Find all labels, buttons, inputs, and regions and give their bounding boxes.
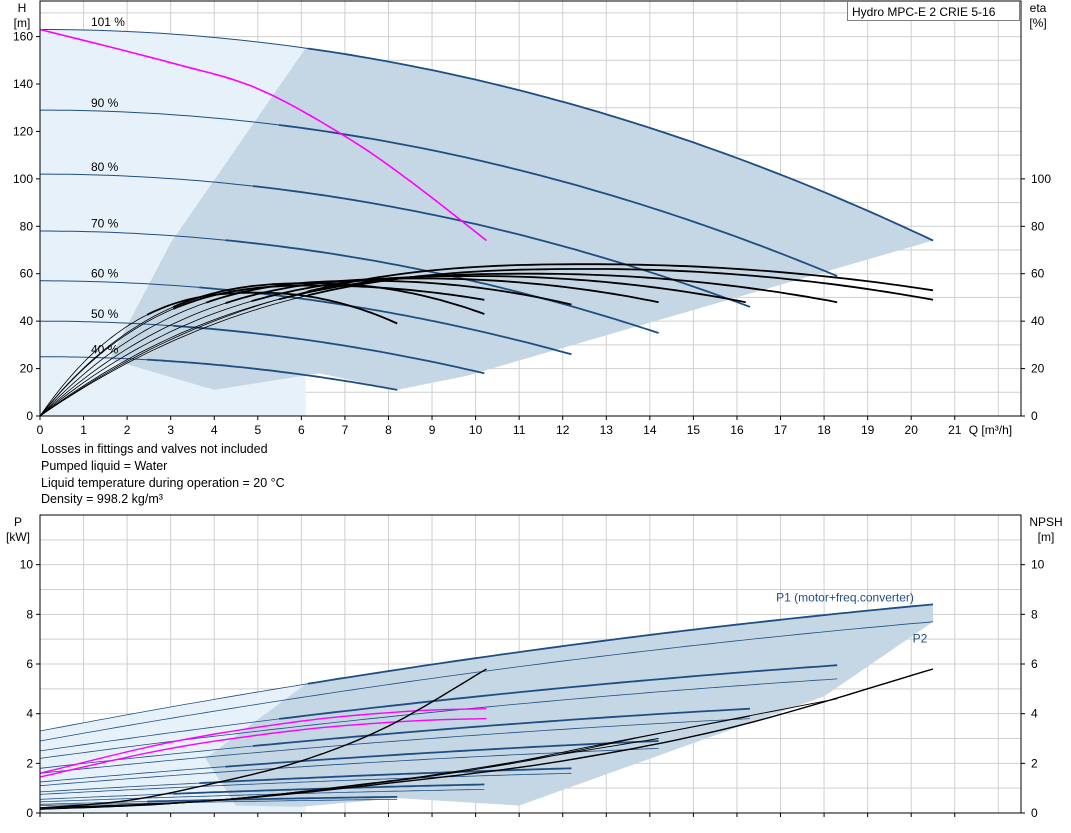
x-axis-tick-label: 7 bbox=[342, 423, 349, 437]
h-axis-tick-label: 120 bbox=[13, 124, 33, 138]
x-axis-tick-label: 5 bbox=[254, 423, 261, 437]
npsh-axis-tick-label: 0 bbox=[1031, 806, 1038, 820]
power-curve bbox=[39, 772, 572, 795]
h-axis-unit: [m] bbox=[14, 16, 31, 30]
h-axis-label: H bbox=[18, 1, 27, 15]
p-axis-tick-label: 6 bbox=[26, 657, 33, 671]
x-axis-tick-label: 11 bbox=[513, 423, 526, 437]
power-curve bbox=[39, 718, 751, 774]
speed-curve-operating-segment bbox=[147, 358, 398, 391]
pump-model-label: Hydro MPC-E 2 CRIE 5-16 bbox=[847, 1, 1020, 21]
npsh-axis-label: NPSH bbox=[1029, 515, 1062, 529]
npsh-curve bbox=[39, 738, 659, 810]
eta-axis-tick-label: 40 bbox=[1031, 314, 1045, 328]
p-axis-tick-label: 0 bbox=[26, 806, 33, 820]
eta-axis-tick-label: 80 bbox=[1031, 219, 1045, 233]
speed-curve-label: 70 % bbox=[91, 217, 119, 231]
x-axis-tick-label: 21 bbox=[948, 423, 962, 437]
speed-curve-operating-segment bbox=[173, 324, 485, 375]
x-axis-tick-label: 14 bbox=[643, 423, 657, 437]
x-axis-tick-label: 6 bbox=[298, 423, 305, 437]
duty-curve bbox=[39, 28, 487, 242]
npsh-axis-unit: [m] bbox=[1038, 530, 1055, 544]
efficiency-curve-operating-segment bbox=[307, 263, 934, 293]
eta-axis-label: eta bbox=[1030, 1, 1047, 15]
power-curve-operating-segment bbox=[147, 796, 398, 803]
npsh-axis-tick-label: 8 bbox=[1031, 607, 1038, 621]
note-liquid: Pumped liquid = Water bbox=[41, 458, 168, 473]
speed-curve-operating-segment bbox=[252, 185, 751, 308]
x-axis-tick-label: 15 bbox=[687, 423, 701, 437]
h-axis-tick-label: 100 bbox=[13, 172, 33, 186]
power-curve-operating-segment bbox=[252, 707, 751, 747]
p1-series-label: P1 (motor+freq.converter) bbox=[776, 591, 914, 605]
p-axis-tick-label: 4 bbox=[26, 707, 33, 721]
h-axis-tick-label: 60 bbox=[20, 267, 34, 281]
eta-axis-tick-label: 60 bbox=[1031, 267, 1045, 281]
x-axis-tick-label: 1 bbox=[80, 423, 87, 437]
p-axis-tick-label: 2 bbox=[26, 756, 33, 770]
speed-curve-label: 90 % bbox=[91, 96, 119, 110]
npsh-axis-tick-label: 4 bbox=[1031, 707, 1038, 721]
x-axis-tick-label: 4 bbox=[211, 423, 218, 437]
x-axis-tick-label: 12 bbox=[556, 423, 570, 437]
p-axis-label: P bbox=[14, 515, 22, 529]
h-axis-tick-label: 80 bbox=[20, 219, 34, 233]
speed-curve-label: 101 % bbox=[91, 15, 125, 29]
x-axis-tick-label: 10 bbox=[469, 423, 483, 437]
power-curve bbox=[39, 621, 934, 742]
speed-curve-label: 60 % bbox=[91, 267, 119, 281]
x-axis-tick-label: 18 bbox=[817, 423, 831, 437]
duty-power-curve bbox=[39, 717, 487, 778]
power-curve-operating-segment bbox=[278, 664, 838, 720]
speed-curve-label: 80 % bbox=[91, 160, 119, 174]
npsh-axis-tick-label: 2 bbox=[1031, 756, 1038, 770]
npsh-axis-tick-label: 6 bbox=[1031, 657, 1038, 671]
duty-power-curve bbox=[39, 708, 487, 774]
note-losses: Losses in fittings and valves not includ… bbox=[41, 442, 268, 456]
h-axis-tick-label: 0 bbox=[26, 409, 33, 423]
npsh-axis-tick-label: 10 bbox=[1031, 558, 1045, 572]
x-axis-label: Q [m³/h] bbox=[969, 423, 1012, 437]
power-curve bbox=[39, 748, 659, 787]
x-axis-tick-label: 19 bbox=[861, 423, 875, 437]
h-axis-tick-label: 20 bbox=[20, 362, 34, 376]
power-curve-operating-segment bbox=[307, 603, 934, 685]
efficiency-curve-operating-segment bbox=[172, 284, 485, 310]
eta-axis-tick-label: 0 bbox=[1031, 409, 1038, 423]
x-axis-tick-label: 9 bbox=[429, 423, 436, 437]
eta-axis-tick-label: 100 bbox=[1031, 172, 1051, 186]
note-temperature: Liquid temperature during operation = 20… bbox=[41, 475, 285, 490]
efficiency-curve-operating-segment bbox=[172, 282, 485, 315]
p-axis-tick-label: 10 bbox=[20, 558, 34, 572]
power-curve-operating-segment bbox=[199, 767, 572, 784]
x-axis-tick-label: 20 bbox=[905, 423, 919, 437]
eta-axis-unit: [%] bbox=[1029, 16, 1046, 30]
p2-series-label: P2 bbox=[913, 632, 928, 646]
x-axis-tick-label: 13 bbox=[600, 423, 614, 437]
h-axis-tick-label: 140 bbox=[13, 77, 33, 91]
p-axis-tick-label: 8 bbox=[26, 607, 33, 621]
x-axis-tick-label: 0 bbox=[37, 423, 44, 437]
x-axis-tick-label: 3 bbox=[167, 423, 174, 437]
x-axis-tick-label: 17 bbox=[774, 423, 788, 437]
efficiency-curve-operating-segment bbox=[146, 291, 398, 325]
speed-curve-operating-segment bbox=[307, 47, 934, 242]
npsh-curve bbox=[39, 668, 487, 809]
x-axis-tick-label: 16 bbox=[730, 423, 744, 437]
speed-curve-label: 50 % bbox=[91, 307, 119, 321]
h-axis-tick-label: 160 bbox=[13, 30, 33, 44]
power-curve bbox=[39, 789, 485, 803]
speed-curve-operating-segment bbox=[278, 124, 838, 277]
p-axis-unit: [kW] bbox=[6, 530, 30, 544]
x-axis-tick-label: 8 bbox=[385, 423, 392, 437]
operating-area bbox=[109, 48, 933, 390]
note-density: Density = 998.2 kg/m³ bbox=[41, 492, 163, 507]
x-axis-tick-label: 2 bbox=[124, 423, 131, 437]
h-axis-tick-label: 40 bbox=[20, 314, 34, 328]
eta-axis-tick-label: 20 bbox=[1031, 362, 1045, 376]
chart-notes: Losses in fittings and valves not includ… bbox=[41, 441, 285, 508]
plot-frame bbox=[39, 0, 1022, 417]
